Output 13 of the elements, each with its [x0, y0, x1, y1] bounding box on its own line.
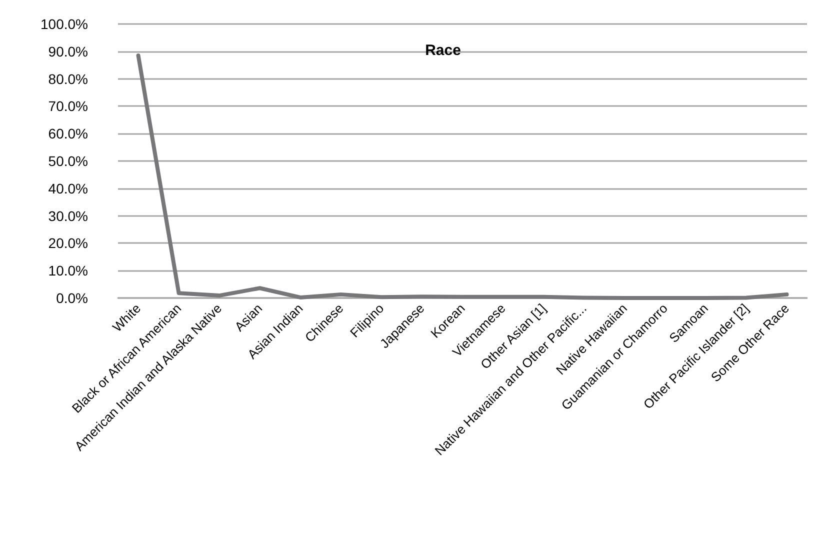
y-tick-label: 40.0% [48, 180, 88, 196]
y-tick-label: 20.0% [48, 235, 88, 252]
line-series [136, 54, 789, 300]
y-tick-label: 30.0% [48, 208, 88, 224]
y-tick-label: 80.0% [48, 70, 88, 87]
y-tick-label: 100.0% [40, 16, 88, 32]
text: Race [425, 42, 461, 59]
y-tick-label: 10.0% [48, 262, 88, 279]
y-tick-label: 0.0% [56, 290, 88, 306]
y-tick-label: 60.0% [48, 126, 88, 142]
y-tick-label: 50.0% [48, 153, 88, 169]
y-tick-label: 90.0% [48, 43, 88, 60]
y-tick-label: 70.0% [48, 98, 88, 114]
